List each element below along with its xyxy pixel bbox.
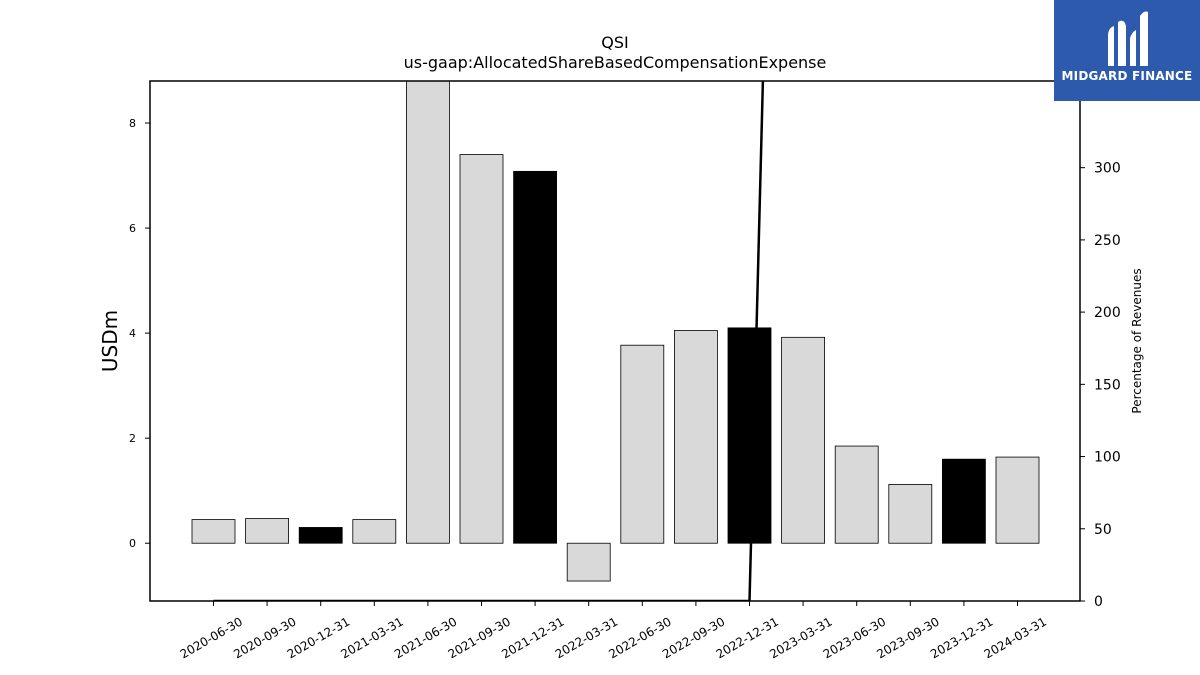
bar-2023-12-31 <box>942 458 986 544</box>
logo-mark-icon <box>1108 11 1148 66</box>
y2-tick-label: 200 <box>1094 305 1121 321</box>
bar-2022-03-31 <box>566 542 611 582</box>
bar-2021-09-30 <box>459 154 504 544</box>
bar-2023-06-30 <box>834 445 879 544</box>
bar-2023-09-30 <box>888 483 933 544</box>
bar-2020-06-30 <box>191 519 236 544</box>
y-tick-label: 2 <box>129 432 136 445</box>
chart-subtitle: us-gaap:AllocatedShareBasedCompensationE… <box>404 53 827 72</box>
y2-tick-label: 150 <box>1094 377 1121 393</box>
bar-2021-06-30 <box>405 80 450 544</box>
x-axis: 2020-06-302020-09-302020-12-312021-03-31… <box>178 601 1049 661</box>
bar-2022-09-30 <box>674 330 718 544</box>
bar-2022-12-31 <box>727 327 772 544</box>
bar-group <box>191 80 1040 582</box>
y2-tick-label: 300 <box>1094 161 1121 177</box>
bar-2024-03-31 <box>995 456 1040 544</box>
bar-2023-03-31 <box>781 336 825 544</box>
brand-logo: MIDGARD FINANCE <box>1054 0 1200 101</box>
logo-text: MIDGARD FINANCE <box>1061 69 1193 83</box>
bar-2021-03-31 <box>352 519 397 544</box>
y-axis: 0 2 4 6 8 <box>129 117 150 550</box>
bar-2021-12-31 <box>513 170 557 544</box>
y-axis-label: USDm <box>98 310 122 372</box>
y2-tick-label: 250 <box>1094 233 1121 249</box>
bar-2020-09-30 <box>245 518 290 544</box>
y-tick-label: 0 <box>129 537 136 550</box>
y2-axis-label: Percentage of Revenues <box>1130 268 1144 413</box>
bar-2020-12-31 <box>298 527 343 544</box>
y2-tick-label: 50 <box>1094 522 1112 538</box>
y-tick-label: 6 <box>129 222 136 235</box>
y2-axis: 0 50 100 150 200 250 300 <box>1080 161 1121 610</box>
y2-tick-label: 100 <box>1094 450 1121 466</box>
y-tick-label: 4 <box>129 327 136 340</box>
chart-title: QSI <box>601 33 628 52</box>
plot-frame <box>149 80 1081 602</box>
bar-2022-06-30 <box>620 344 665 544</box>
y-tick-label: 8 <box>129 117 136 130</box>
y2-tick-label: 0 <box>1094 594 1103 610</box>
